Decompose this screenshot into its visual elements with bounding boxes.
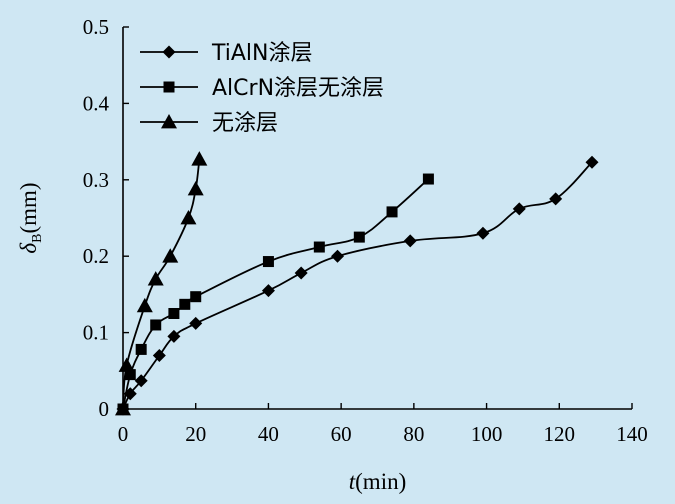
y-tick-label: 0.4 (83, 91, 110, 115)
series-line (122, 178, 430, 410)
x-tick-label: 140 (616, 422, 648, 446)
y-axis-title: δB(mm) (16, 182, 45, 253)
data-point-diamond (189, 316, 203, 330)
data-point-diamond (294, 266, 308, 280)
data-point-diamond (134, 374, 148, 388)
data-point-diamond (476, 226, 490, 240)
x-tick-label: 0 (118, 422, 129, 446)
data-point-triangle (191, 151, 208, 166)
y-tick-label: 0.3 (83, 168, 109, 192)
legend-marker-diamond (162, 45, 176, 59)
legend-entry: 无涂层 (140, 111, 278, 136)
series-layer (115, 151, 599, 416)
data-point-triangle (187, 180, 204, 196)
data-point-square (168, 308, 180, 319)
series-square (117, 173, 434, 415)
legend-entry: AlCrN涂层无涂层 (140, 76, 384, 101)
data-point-diamond (585, 155, 599, 169)
data-point-square (262, 256, 274, 268)
legend-label: 无涂层 (212, 111, 278, 136)
y-tick-label: 0.2 (83, 244, 109, 268)
data-point-triangle (136, 297, 153, 313)
data-point-triangle (180, 210, 197, 225)
data-point-triangle (162, 248, 179, 263)
data-point-square (422, 173, 434, 185)
axes: 0 0.1 0.2 0.3 0.4 0.5 0 20 40 60 80 100 120 140 t(min)… (16, 15, 648, 494)
legend-entry: TiAlN涂层 (140, 41, 313, 66)
data-point-triangle (118, 357, 135, 372)
data-point-square (386, 206, 398, 218)
x-tick-label: 40 (258, 422, 279, 446)
data-point-triangle (147, 271, 164, 286)
data-point-diamond (549, 192, 563, 206)
x-axis-title: t(min) (349, 469, 407, 494)
data-point-triangle (115, 401, 131, 416)
legend-marker-square (163, 81, 175, 93)
data-point-diamond (167, 329, 181, 343)
legend-label: TiAlN涂层 (211, 41, 313, 66)
x-tick-label: 120 (544, 422, 576, 446)
data-point-square (190, 291, 202, 303)
data-point-square (150, 319, 162, 331)
y-tick-label: 0 (99, 397, 110, 421)
x-tick-label: 20 (185, 422, 206, 446)
x-tick-label: 100 (471, 422, 503, 446)
data-point-square (135, 343, 147, 355)
y-tick-label: 0.1 (83, 321, 109, 345)
y-tick-label: 0.5 (83, 15, 109, 39)
legend-label: AlCrN涂层无涂层 (212, 76, 384, 101)
data-point-square (179, 298, 191, 310)
data-point-square (124, 369, 136, 381)
data-point-diamond (331, 249, 345, 263)
data-point-diamond (403, 234, 417, 248)
x-tick-label: 60 (331, 422, 352, 446)
data-point-diamond (152, 349, 166, 363)
data-point-diamond (261, 284, 275, 298)
series-triangle (115, 151, 208, 416)
data-point-diamond (512, 202, 526, 216)
x-tick-label: 80 (403, 422, 424, 446)
legend-marker-triangle (161, 114, 177, 129)
data-point-square (313, 241, 325, 253)
data-point-square (353, 231, 365, 243)
